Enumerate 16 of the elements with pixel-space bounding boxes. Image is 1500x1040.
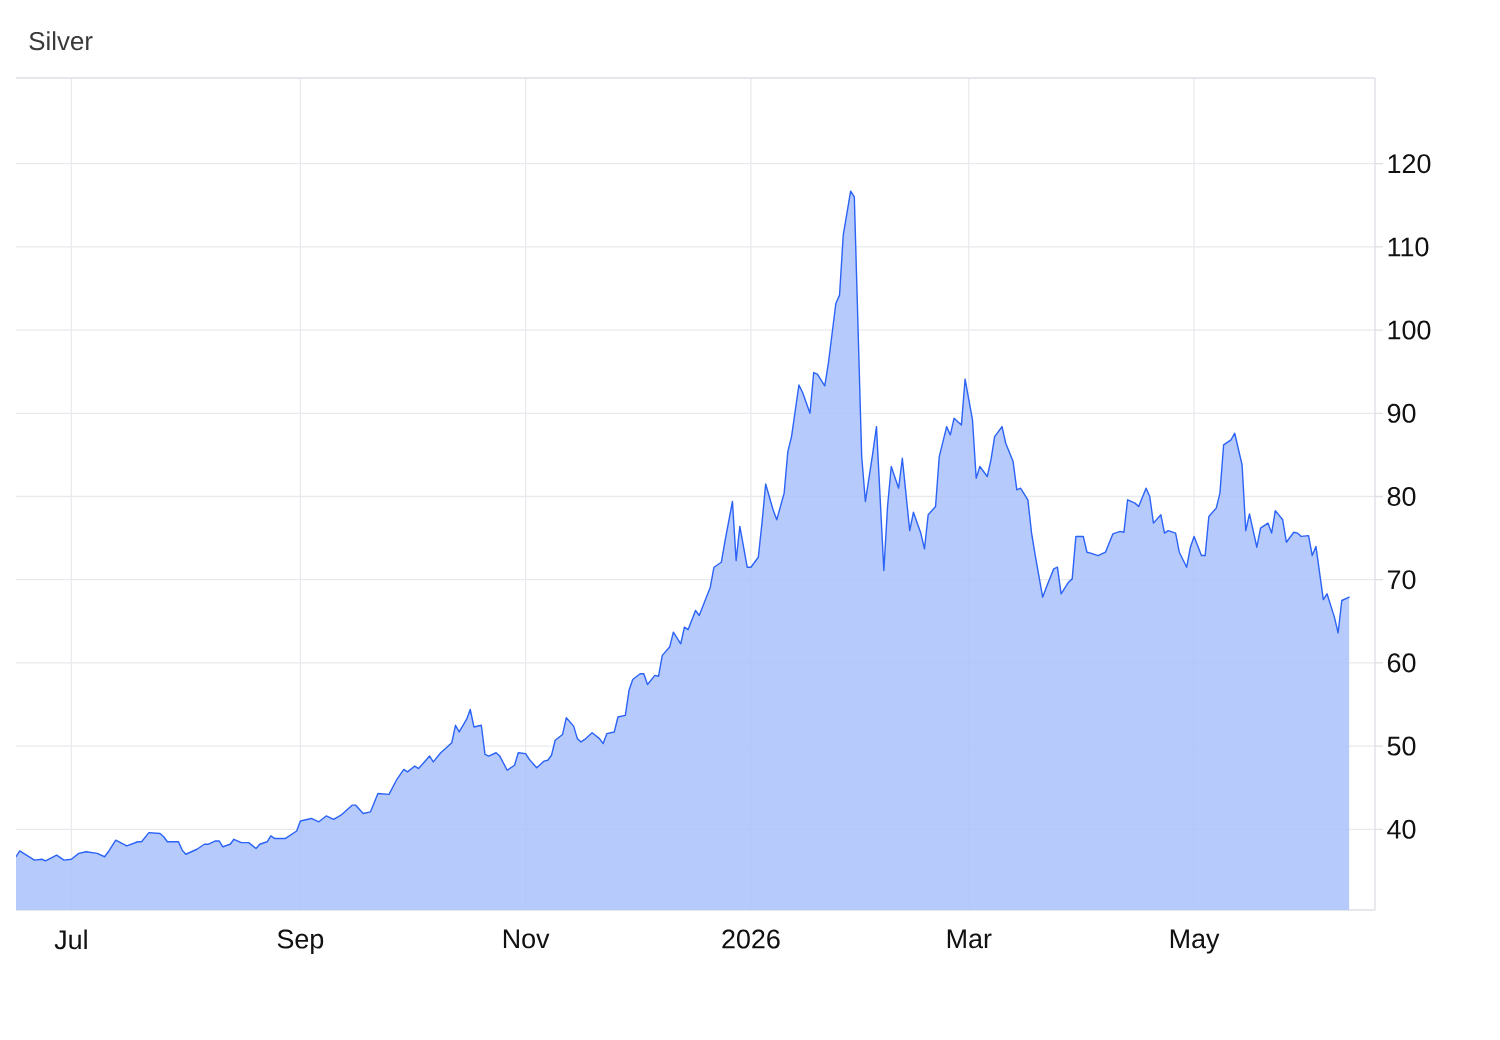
x-tick-label: May: [1170, 929, 1220, 954]
x-tick-label: Sep: [277, 929, 324, 954]
y-tick-label: 100: [1388, 320, 1431, 340]
y-tick-label: 60: [1387, 653, 1416, 673]
y-tick-label: 40: [1387, 819, 1416, 839]
y-tick-label: 120: [1388, 154, 1431, 174]
y-tick-label: 90: [1387, 403, 1416, 423]
x-tick-label: 2026: [722, 929, 780, 949]
y-tick-label: 50: [1387, 736, 1416, 756]
chart-title: Silver: [29, 31, 93, 51]
x-tick-label: Jul: [54, 929, 87, 950]
y-tick-label: 110: [1388, 237, 1429, 257]
x-tick-label: Mar: [947, 929, 992, 949]
x-tick-label: Nov: [503, 929, 550, 949]
y-tick-label: 80: [1387, 486, 1416, 507]
y-tick-label: 70: [1387, 570, 1416, 590]
